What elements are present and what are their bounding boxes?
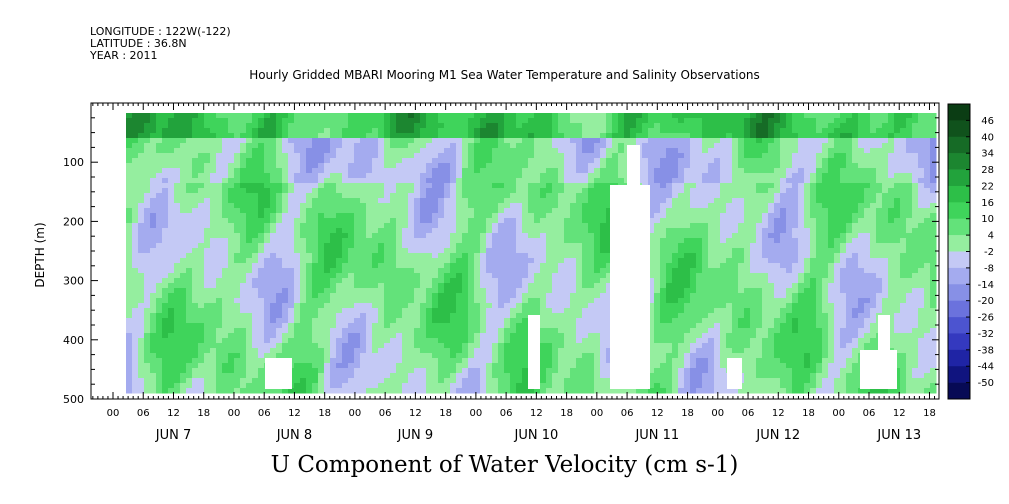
y-tick-label: 200 <box>63 215 84 228</box>
plot-area <box>126 113 937 394</box>
x-day-label: JUN 8 <box>276 428 312 443</box>
x-day-label: JUN 9 <box>397 428 433 443</box>
colorbar-swatch <box>948 251 970 269</box>
x-tick-label: 06 <box>500 408 513 419</box>
x-tick-label: 00 <box>711 408 724 419</box>
x-tick-label: 18 <box>197 408 210 419</box>
colorbar-label: 10 <box>981 214 994 225</box>
colorbar-swatch <box>948 300 970 318</box>
y-tick-label: 100 <box>63 156 84 169</box>
x-day-label: JUN 7 <box>155 428 191 443</box>
x-tick-label: 06 <box>742 408 755 419</box>
y-tick-label: 500 <box>63 393 84 406</box>
x-tick-label: 00 <box>228 408 241 419</box>
x-day-label: JUN 13 <box>876 428 921 443</box>
colorbar-swatch <box>948 284 970 301</box>
colorbar-label: -44 <box>978 362 994 373</box>
colorbar-swatch <box>948 218 970 236</box>
x-tick-label: 12 <box>530 408 543 419</box>
x-tick-label: 12 <box>893 408 906 419</box>
x-tick-label: 06 <box>379 408 392 419</box>
x-tick-label: 06 <box>137 408 150 419</box>
colorbar-label: 4 <box>988 231 994 242</box>
colorbar-label: 28 <box>981 165 994 176</box>
x-tick-label: 06 <box>863 408 876 419</box>
colorbar-swatch <box>948 169 970 187</box>
colorbar-label: -26 <box>978 313 994 324</box>
x-tick-label: 12 <box>409 408 422 419</box>
colorbar-swatch <box>948 333 970 351</box>
y-tick-label: 300 <box>63 275 84 288</box>
colorbar-label: -8 <box>984 263 994 274</box>
colorbar-swatch <box>948 267 970 285</box>
colorbar-label: 22 <box>981 181 994 192</box>
longitude-label: LONGITUDE : 122W(-122) <box>90 25 231 38</box>
colorbar-swatch <box>948 382 970 400</box>
x-tick-label: 06 <box>621 408 634 419</box>
colorbar-swatch <box>948 185 970 203</box>
colorbar-swatch <box>948 136 970 154</box>
colorbar-swatch <box>948 366 970 383</box>
colorbar-swatch <box>948 153 970 170</box>
colorbar-swatch <box>948 120 970 138</box>
x-tick-label: 12 <box>288 408 301 419</box>
y-axis-label: DEPTH (m) <box>33 222 47 287</box>
x-tick-label: 00 <box>107 408 120 419</box>
x-tick-label: 00 <box>470 408 483 419</box>
colorbar-label: -20 <box>978 296 994 307</box>
x-day-label: JUN 11 <box>634 428 679 443</box>
x-tick-label: 12 <box>167 408 180 419</box>
colorbar-label: -32 <box>978 329 994 340</box>
colorbar-label: 16 <box>981 198 994 209</box>
colorbar-swatch <box>948 104 970 121</box>
x-axis-label: U Component of Water Velocity (cm s-1) <box>270 452 739 478</box>
y-tick-label: 400 <box>63 334 84 347</box>
x-tick-label: 18 <box>318 408 331 419</box>
x-tick-label: 06 <box>258 408 271 419</box>
colorbar: 46 40 34 28 22 16 10 4 -2 -8 -14 -20 -26 -32 -38 -44 -50 <box>947 103 994 400</box>
x-tick-label: 00 <box>349 408 362 419</box>
x-tick-label: 18 <box>802 408 815 419</box>
x-day-label: JUN 12 <box>755 428 800 443</box>
colorbar-swatch <box>948 349 970 367</box>
x-tick-label: 00 <box>832 408 845 419</box>
x-tick-label: 18 <box>439 408 452 419</box>
latitude-label: LATITUDE : 36.8N <box>90 37 187 50</box>
y-axis: 100 200 300 400 500 <box>63 117 939 406</box>
chart-title: Hourly Gridded MBARI Mooring M1 Sea Wate… <box>249 68 760 82</box>
colorbar-label: -2 <box>984 247 994 258</box>
x-tick-label: 18 <box>560 408 573 419</box>
colorbar-label: -50 <box>978 378 994 389</box>
colorbar-label: -14 <box>978 280 994 291</box>
colorbar-swatch <box>948 235 970 252</box>
colorbar-swatch <box>948 202 970 220</box>
x-tick-label: 18 <box>681 408 694 419</box>
colorbar-label: 34 <box>981 149 994 160</box>
colorbar-label: 46 <box>981 116 994 127</box>
colorbar-label: -38 <box>978 345 994 356</box>
x-tick-label: 12 <box>772 408 785 419</box>
x-tick-label: 00 <box>590 408 603 419</box>
year-label: YEAR : 2011 <box>90 49 158 62</box>
x-tick-label: 18 <box>923 408 936 419</box>
colorbar-swatch <box>948 317 970 334</box>
colorbar-label: 40 <box>981 132 994 143</box>
x-axis: 00 06 12 18 00 06 12 18 00 06 12 18 00 06 12 18 00 06 12 18… <box>92 103 936 443</box>
x-day-label: JUN 10 <box>513 428 558 443</box>
x-tick-label: 12 <box>651 408 664 419</box>
